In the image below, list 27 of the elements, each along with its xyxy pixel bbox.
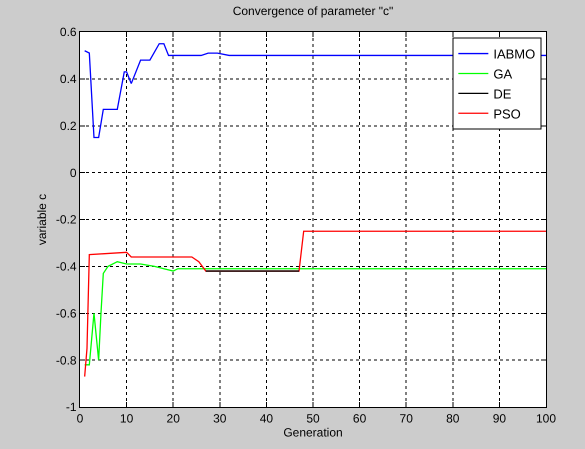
x-tick-label: 30 xyxy=(213,411,227,426)
chart-title: Convergence of parameter "c" xyxy=(232,4,394,18)
x-tick-label: 50 xyxy=(306,411,320,426)
x-tick-label: 70 xyxy=(400,411,414,426)
legend-label: GA xyxy=(493,66,512,82)
legend-label: IABMO xyxy=(493,46,536,62)
y-tick-label: -0.4 xyxy=(56,260,77,274)
x-axis-title: Generation xyxy=(283,425,343,440)
y-tick-label: -1 xyxy=(66,400,77,414)
x-tick-label: 20 xyxy=(166,411,180,426)
y-tick-label: -0.2 xyxy=(56,212,77,227)
x-tick-label: 80 xyxy=(446,411,460,426)
y-tick-label: -0.8 xyxy=(56,353,77,368)
y-tick-label: 0.2 xyxy=(60,118,77,133)
x-tick-label: 40 xyxy=(260,411,274,426)
line-series xyxy=(84,261,546,366)
x-tick-label: 100 xyxy=(536,411,556,426)
x-tick-label: 10 xyxy=(120,411,134,426)
x-tick-label: 60 xyxy=(352,411,367,426)
y-tick-label: 0.6 xyxy=(60,25,77,40)
x-tick-label: 90 xyxy=(492,411,506,426)
legend-label: DE xyxy=(493,86,512,102)
legend-label: PSO xyxy=(493,106,521,122)
y-tick-label: 0 xyxy=(70,166,77,180)
y-tick-label: 0.4 xyxy=(60,72,77,86)
y-axis-title: variable c xyxy=(35,194,50,246)
y-tick-label: -0.6 xyxy=(56,306,77,320)
